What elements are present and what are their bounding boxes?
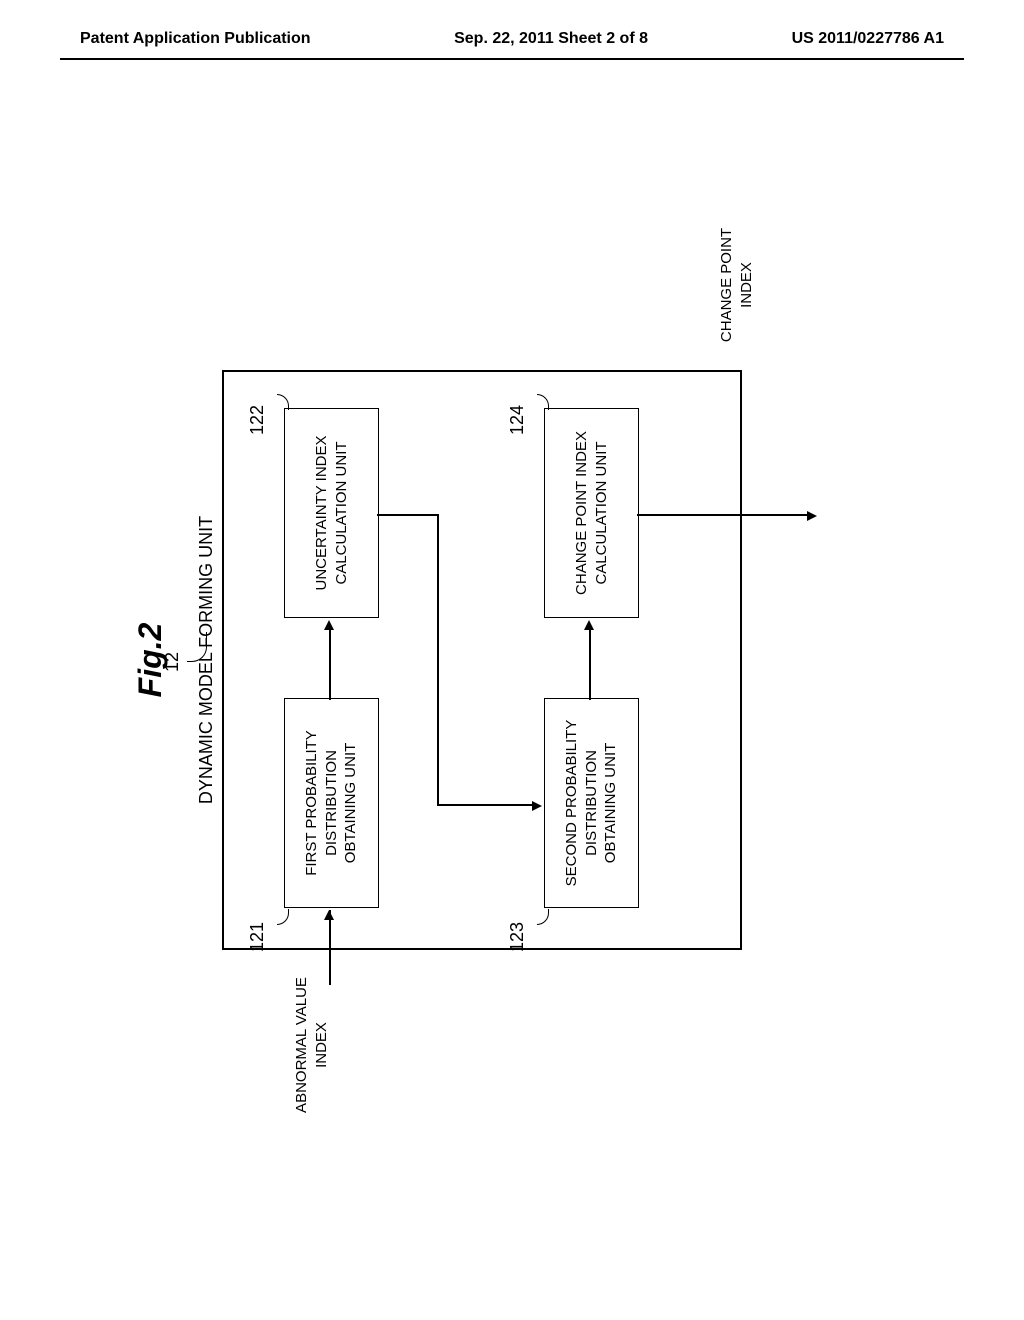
second-probability-box: SECOND PROBABILITYDISTRIBUTIONOBTAINING … — [544, 698, 639, 908]
header-right-text: US 2011/0227786 A1 — [792, 30, 944, 48]
main-box-reference: 12 — [162, 652, 183, 672]
arrow-122-123-h — [437, 514, 439, 806]
first-probability-box: FIRST PROBABILITYDISTRIBUTIONOBTAINING U… — [284, 698, 379, 908]
header-left-text: Patent Application Publication — [80, 30, 311, 48]
arrow-122-123-v1 — [377, 514, 437, 516]
arrow-123-124-head — [584, 620, 594, 630]
ref-122: 122 — [247, 405, 268, 435]
header-divider — [60, 58, 964, 60]
main-box-title: DYNAMIC MODEL FORMING UNIT — [196, 516, 217, 804]
ref-123: 123 — [507, 922, 528, 952]
change-point-index-box: CHANGE POINT INDEXCALCULATION UNIT — [544, 408, 639, 618]
ref-124: 124 — [507, 405, 528, 435]
arrow-122-123-head — [532, 801, 542, 811]
output-arrow-head — [807, 511, 817, 521]
arrow-121-122 — [329, 630, 331, 700]
page-header: Patent Application Publication Sep. 22, … — [0, 0, 1024, 58]
uncertainty-index-box: UNCERTAINTY INDEXCALCULATION UNIT — [284, 408, 379, 618]
arrow-123-124 — [589, 630, 591, 700]
output-label: CHANGE POINTINDEX — [717, 210, 756, 360]
arrow-121-122-head — [324, 620, 334, 630]
arrow-122-123-v2 — [437, 804, 532, 806]
diagram-container: Fig.2 ABNORMAL VALUEINDEX 12 DYNAMIC MOD… — [162, 210, 862, 1110]
input-label: ABNORMAL VALUEINDEX — [292, 970, 331, 1120]
header-center-text: Sep. 22, 2011 Sheet 2 of 8 — [454, 30, 648, 48]
ref-121: 121 — [247, 922, 268, 952]
output-arrow — [637, 514, 807, 516]
dynamic-model-forming-unit-box: DYNAMIC MODEL FORMING UNIT FIRST PROBABI… — [222, 370, 742, 950]
